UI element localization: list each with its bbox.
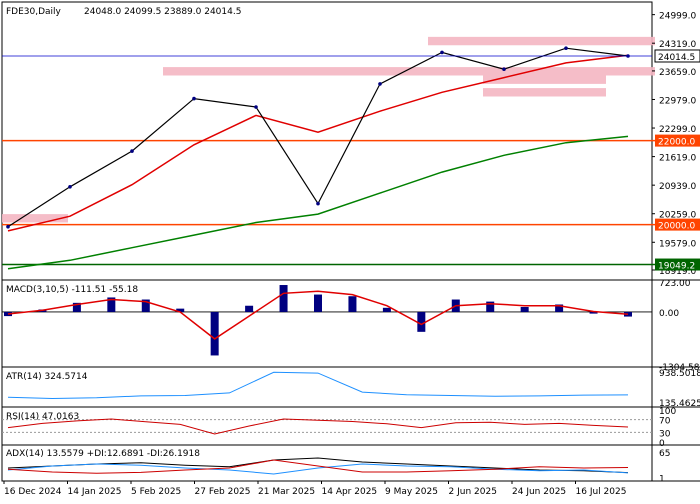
- price-zone: [163, 67, 655, 76]
- price-point: [502, 67, 506, 71]
- price-tick-label: 18919.0: [659, 267, 696, 277]
- adx-label: ADX(14) 13.5579 +DI:12.6891 -DI:26.1918: [6, 449, 200, 459]
- macd-tick-label: 0.00: [659, 309, 679, 319]
- last-price-box: [654, 49, 700, 63]
- macd-histogram-bar: [245, 305, 254, 312]
- price-point: [68, 184, 72, 189]
- price-point: [316, 201, 320, 206]
- ohlc-values: 24048.0 24099.5 23889.0 24014.5: [84, 7, 241, 17]
- macd-histogram-bar: [4, 311, 12, 317]
- price-point: [378, 82, 382, 86]
- x-tick-label: 14 Jan 2025: [68, 487, 122, 497]
- rsi-label: RSI(14) 47.0163: [6, 412, 79, 422]
- x-tick-label: 9 May 2025: [385, 487, 438, 497]
- macd-histogram-bar: [72, 302, 81, 312]
- macd-label: MACD(3,10,5) -111.51 -55.18: [6, 285, 138, 295]
- macd-histogram-bar: [210, 311, 219, 356]
- price-zone: [483, 88, 606, 97]
- level-label: 19049.2: [658, 262, 695, 272]
- price-point: [6, 224, 10, 229]
- x-tick-label: 5 Feb 2025: [131, 487, 181, 497]
- red-moving-average-line: [7, 54, 629, 232]
- adx-tick-label: 1: [659, 475, 665, 485]
- x-tick-label: 21 Mar 2025: [258, 487, 315, 497]
- price-tick-label: 24319.0: [659, 40, 696, 50]
- x-tick-label: 16 Jul 2025: [576, 487, 627, 497]
- price-zone: [2, 214, 68, 223]
- price-tick-label: 22299.0: [659, 125, 696, 135]
- chart-title: FDE30,Daily: [6, 7, 62, 17]
- macd-histogram-bar: [624, 311, 632, 317]
- price-tick-label: 24999.0: [659, 12, 696, 22]
- level-label-box: [655, 134, 700, 147]
- x-tick-label: 14 Apr 2025: [322, 487, 378, 497]
- rsi-line: [7, 418, 629, 435]
- adx-line: [7, 457, 629, 474]
- x-tick-label: 16 Dec 2024: [4, 487, 62, 497]
- macd-histogram-bar: [589, 311, 598, 314]
- rsi-tick-label: 0: [659, 439, 665, 449]
- macd-tick-label: -1304.58: [659, 363, 700, 373]
- price-zone: [483, 75, 606, 84]
- rsi-tick-label: 70: [659, 417, 671, 427]
- macd-signal-line: [7, 290, 629, 340]
- macd-histogram-bar: [486, 301, 495, 312]
- macd-histogram-bar: [176, 308, 185, 312]
- green-moving-average-line: [7, 135, 629, 270]
- x-tick-label: 27 Feb 2025: [195, 487, 251, 497]
- rsi-tick-label: 100: [659, 407, 676, 417]
- atr-label: ATR(14) 324.5714: [6, 372, 88, 382]
- level-label-box: [655, 258, 700, 271]
- price-tick-label: 20259.0: [659, 211, 696, 221]
- macd-histogram-bar: [141, 299, 150, 312]
- macd-histogram-bar: [348, 296, 357, 312]
- price-point: [130, 149, 134, 153]
- macd-histogram-bar: [520, 306, 529, 312]
- macd-histogram-bar: [314, 294, 322, 312]
- price-point: [192, 96, 196, 101]
- price-tick-label: 23659.0: [659, 68, 696, 78]
- macd-histogram-bar: [555, 304, 564, 312]
- price-point: [564, 46, 568, 50]
- atr-line: [7, 371, 629, 400]
- macd-histogram-bar: [279, 285, 288, 312]
- level-label: 22000.0: [658, 138, 695, 148]
- macd-histogram-bar: [417, 311, 426, 332]
- last-price-label: 24014.5: [658, 53, 695, 63]
- level-label-box: [655, 218, 700, 231]
- plus-di-line: [7, 463, 629, 475]
- x-tick-label: 2 Jun 2025: [449, 487, 497, 497]
- price-point: [254, 105, 258, 109]
- adx-tick-label: 65: [659, 449, 670, 459]
- price-tick-label: 20939.0: [659, 182, 696, 192]
- price-point: [440, 50, 444, 55]
- macd-histogram-bar: [382, 307, 391, 312]
- price-tick-label: 21619.0: [659, 154, 696, 164]
- price-tick-label: 19579.0: [659, 239, 696, 249]
- atr-tick-label: 135.4625: [659, 399, 700, 409]
- rsi-tick-label: 30: [659, 429, 671, 439]
- minus-di-line: [7, 459, 629, 474]
- atr-tick-label: 938.5018: [659, 369, 700, 379]
- macd-tick-label: 723.00: [659, 279, 691, 289]
- x-tick-label: 24 Jun 2025: [512, 487, 566, 497]
- macd-histogram-bar: [107, 297, 116, 312]
- price-tick-label: 22979.0: [659, 96, 696, 106]
- price-zone: [428, 36, 655, 46]
- level-label: 20000.0: [658, 222, 695, 232]
